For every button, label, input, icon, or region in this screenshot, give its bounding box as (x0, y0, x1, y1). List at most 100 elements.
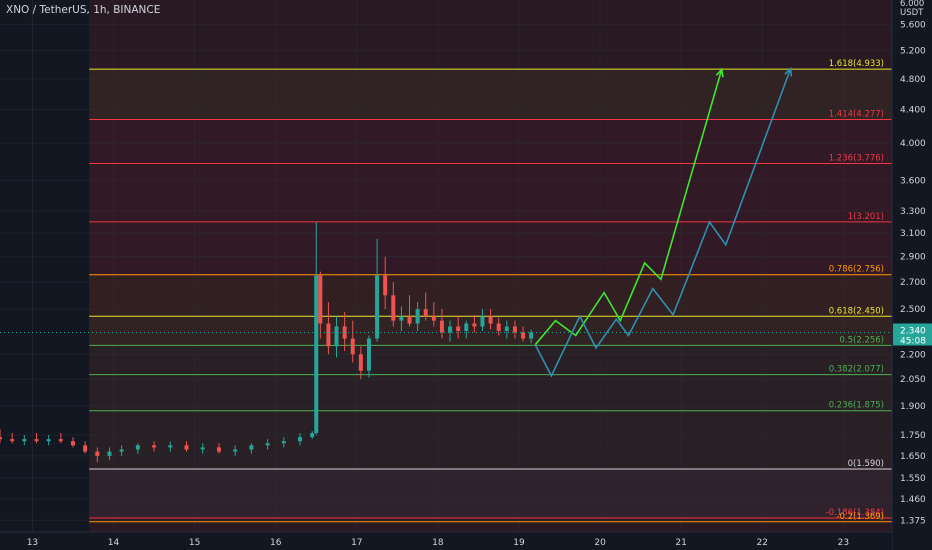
candle-body (200, 447, 205, 450)
candle-body (512, 326, 517, 333)
candle-body (431, 316, 436, 321)
candle-body (391, 295, 396, 321)
price-tick-label: 2.500 (900, 305, 926, 315)
candle-body (22, 439, 27, 442)
candle-body (480, 316, 485, 327)
fib-level-label: 1.618(4.933) (829, 59, 884, 69)
fib-level-label: 0.786(2.756) (829, 265, 884, 275)
candle-body (298, 437, 303, 442)
candle-body (58, 439, 63, 442)
price-tick-label: 1.650 (900, 452, 926, 462)
candle-body (448, 326, 453, 333)
candle-body (334, 326, 339, 347)
candle-body (119, 449, 124, 452)
candle-body (366, 338, 371, 371)
price-tick-label: 3.600 (900, 176, 926, 186)
candle-body (504, 326, 509, 331)
candle-body (521, 332, 526, 339)
fib-band (89, 468, 892, 518)
fib-band (89, 410, 892, 469)
candle-body (350, 338, 355, 355)
axis-top-labels: 6.000 USDT (900, 0, 924, 18)
grid-lines (0, 0, 892, 532)
candle-body (383, 275, 388, 296)
price-tick-label: 1.375 (900, 516, 926, 526)
candles (0, 221, 534, 463)
fib-band (89, 163, 892, 222)
time-tick-label: 13 (27, 538, 38, 548)
price-tick-label: 4.400 (900, 106, 926, 116)
candle-body (107, 451, 112, 456)
candle-body (135, 445, 140, 450)
candle-body (95, 451, 100, 456)
top-tick-label: 6.000 (900, 0, 925, 9)
current-price-tag (893, 323, 932, 346)
time-tick-label: 16 (270, 538, 282, 548)
fib-level-label: 1.236(3.776) (829, 154, 884, 164)
candle-body (472, 323, 477, 327)
fib-band (89, 119, 892, 164)
candle-body (488, 316, 493, 324)
fib-band (89, 345, 892, 375)
candle-body (281, 441, 286, 444)
candle-body (415, 309, 420, 324)
fib-level-label: 0.382(2.077) (829, 365, 884, 375)
price-tick-label: 2.900 (900, 253, 926, 263)
time-tick-label: 18 (432, 538, 444, 548)
price-tick-label: 5.200 (900, 47, 926, 57)
projection-paths (534, 66, 793, 378)
candle-body (249, 445, 254, 450)
fib-level-label: 0.618(2.450) (829, 306, 884, 316)
currency-label: USDT (900, 8, 924, 18)
price-tick-label: 5.600 (900, 20, 926, 30)
countdown-label: 45:08 (900, 336, 926, 346)
candle-body (10, 439, 15, 442)
time-tick-label: 22 (757, 538, 768, 548)
fib-band (89, 374, 892, 411)
time-tick-label: 15 (189, 538, 200, 548)
candle-body (83, 445, 88, 452)
fib-level-label: -0.2(1.369) (836, 512, 884, 522)
time-axis[interactable]: 13 14 15 16 17 18 19 20 21 22 23 (0, 531, 892, 550)
candle-body (314, 275, 319, 434)
candle-body (184, 445, 189, 450)
price-tick-label: 1.550 (900, 474, 926, 484)
current-price-label: 2.340 (900, 326, 926, 336)
fib-level-label: 0(1.590) (848, 459, 884, 469)
fib-level-label: 1(3.201) (848, 212, 884, 222)
price-tick-label: 4.000 (900, 139, 926, 149)
candle-body (326, 323, 331, 347)
fib-level-label: 1.414(4.277) (829, 110, 884, 120)
time-tick-label: 23 (838, 538, 849, 548)
candle-body (310, 433, 315, 438)
candle-body (439, 320, 444, 333)
price-tick-label: 1.460 (900, 495, 926, 505)
price-tick-label: 4.800 (900, 75, 926, 85)
candle-body (407, 316, 412, 324)
price-tick-label: 1.750 (900, 431, 926, 441)
candle-body (34, 439, 39, 442)
time-tick-label: 20 (594, 538, 606, 548)
candle-body (358, 354, 363, 371)
fib-level-label: -0.186(1.384) (826, 508, 884, 518)
candle-body (233, 449, 238, 452)
projection-arrowhead (715, 67, 724, 78)
candle-body (375, 275, 380, 339)
fib-level-label: 0.236(1.875) (829, 401, 884, 411)
candle-body (0, 437, 2, 440)
fib-band (89, 69, 892, 120)
candle-body (318, 275, 323, 324)
time-tick-label: 17 (351, 538, 362, 548)
time-tick-label: 14 (108, 538, 120, 548)
price-tick-label: 2.050 (900, 375, 926, 385)
symbol-legend[interactable]: XNO / TetherUS, 1h, BINANCE (6, 4, 161, 16)
candle-body (46, 439, 51, 442)
price-tick-label: 1.900 (900, 402, 926, 412)
time-axis-bg (0, 532, 892, 550)
fib-bands (89, 0, 892, 532)
candle-body (265, 443, 270, 446)
candle-body (152, 445, 157, 448)
